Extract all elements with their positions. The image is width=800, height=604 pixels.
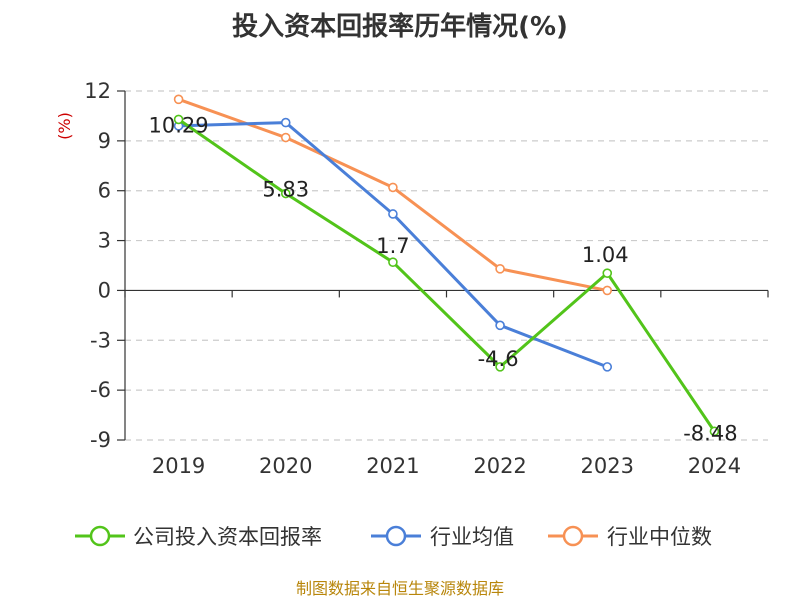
data-label: 1.04 — [582, 243, 629, 267]
series-line-0 — [177, 118, 716, 433]
series-point-2 — [173, 94, 184, 105]
legend-label: 行业中位数 — [607, 525, 712, 549]
source-note: 制图数据来自恒生聚源数据库 — [296, 579, 504, 598]
data-label: 10.29 — [149, 113, 209, 137]
legend-marker — [89, 525, 111, 547]
data-label: 5.83 — [262, 178, 309, 202]
series-layer — [173, 94, 720, 437]
series-point-1 — [280, 117, 291, 128]
data-labels: 10.29 5.83 1.7 -4.6 1.04 -8.48 — [149, 113, 738, 445]
legend-label: 公司投入资本回报率 — [133, 525, 322, 549]
x-tick-label: 2021 — [366, 454, 419, 478]
chart-title: 投入资本回报率历年情况(%) — [232, 11, 568, 42]
series-point-2 — [602, 285, 613, 296]
legend: 公司投入资本回报率 行业均值 行业中位数 — [75, 525, 712, 549]
y-tick-label: 0 — [98, 278, 111, 302]
series-point-1 — [388, 209, 398, 219]
legend-marker — [385, 525, 407, 547]
legend-marker — [562, 525, 584, 547]
y-tick-label: 6 — [98, 179, 111, 203]
series-point-0 — [280, 188, 291, 199]
x-tick-label: 2020 — [259, 454, 312, 478]
series-point-0 — [709, 426, 720, 437]
axes: 12 9 6 3 0 -3 -6 -9 2019 2020 2021 2022 2023 2024 — [84, 79, 769, 478]
series-point-0 — [173, 114, 184, 125]
legend-label: 行业均值 — [430, 525, 514, 549]
y-tick-label: -6 — [90, 378, 111, 402]
series-point-0 — [602, 268, 613, 278]
y-tick-label: 3 — [98, 229, 111, 253]
x-tick-label: 2019 — [152, 454, 205, 478]
grid-lines — [125, 90, 768, 441]
x-tick-label: 2024 — [688, 454, 741, 478]
y-tick-label: -3 — [90, 328, 111, 352]
y-tick-label: 9 — [98, 129, 111, 153]
series-point-2 — [388, 182, 398, 193]
y-tick-label: -9 — [90, 428, 111, 452]
series-point-1 — [602, 362, 613, 372]
series-point-1 — [495, 320, 505, 331]
x-tick-label: 2023 — [581, 454, 634, 478]
y-axis-unit-label: (%) — [55, 112, 74, 140]
y-tick-label: 12 — [84, 79, 111, 103]
x-tick-label: 2022 — [473, 454, 526, 478]
series-point-2 — [280, 132, 291, 143]
data-label: -8.48 — [683, 421, 737, 445]
series-point-0 — [388, 257, 398, 267]
series-point-0 — [495, 362, 505, 372]
data-label: -4.6 — [478, 347, 519, 371]
data-label: 1.7 — [376, 234, 409, 258]
series-point-2 — [495, 264, 505, 274]
